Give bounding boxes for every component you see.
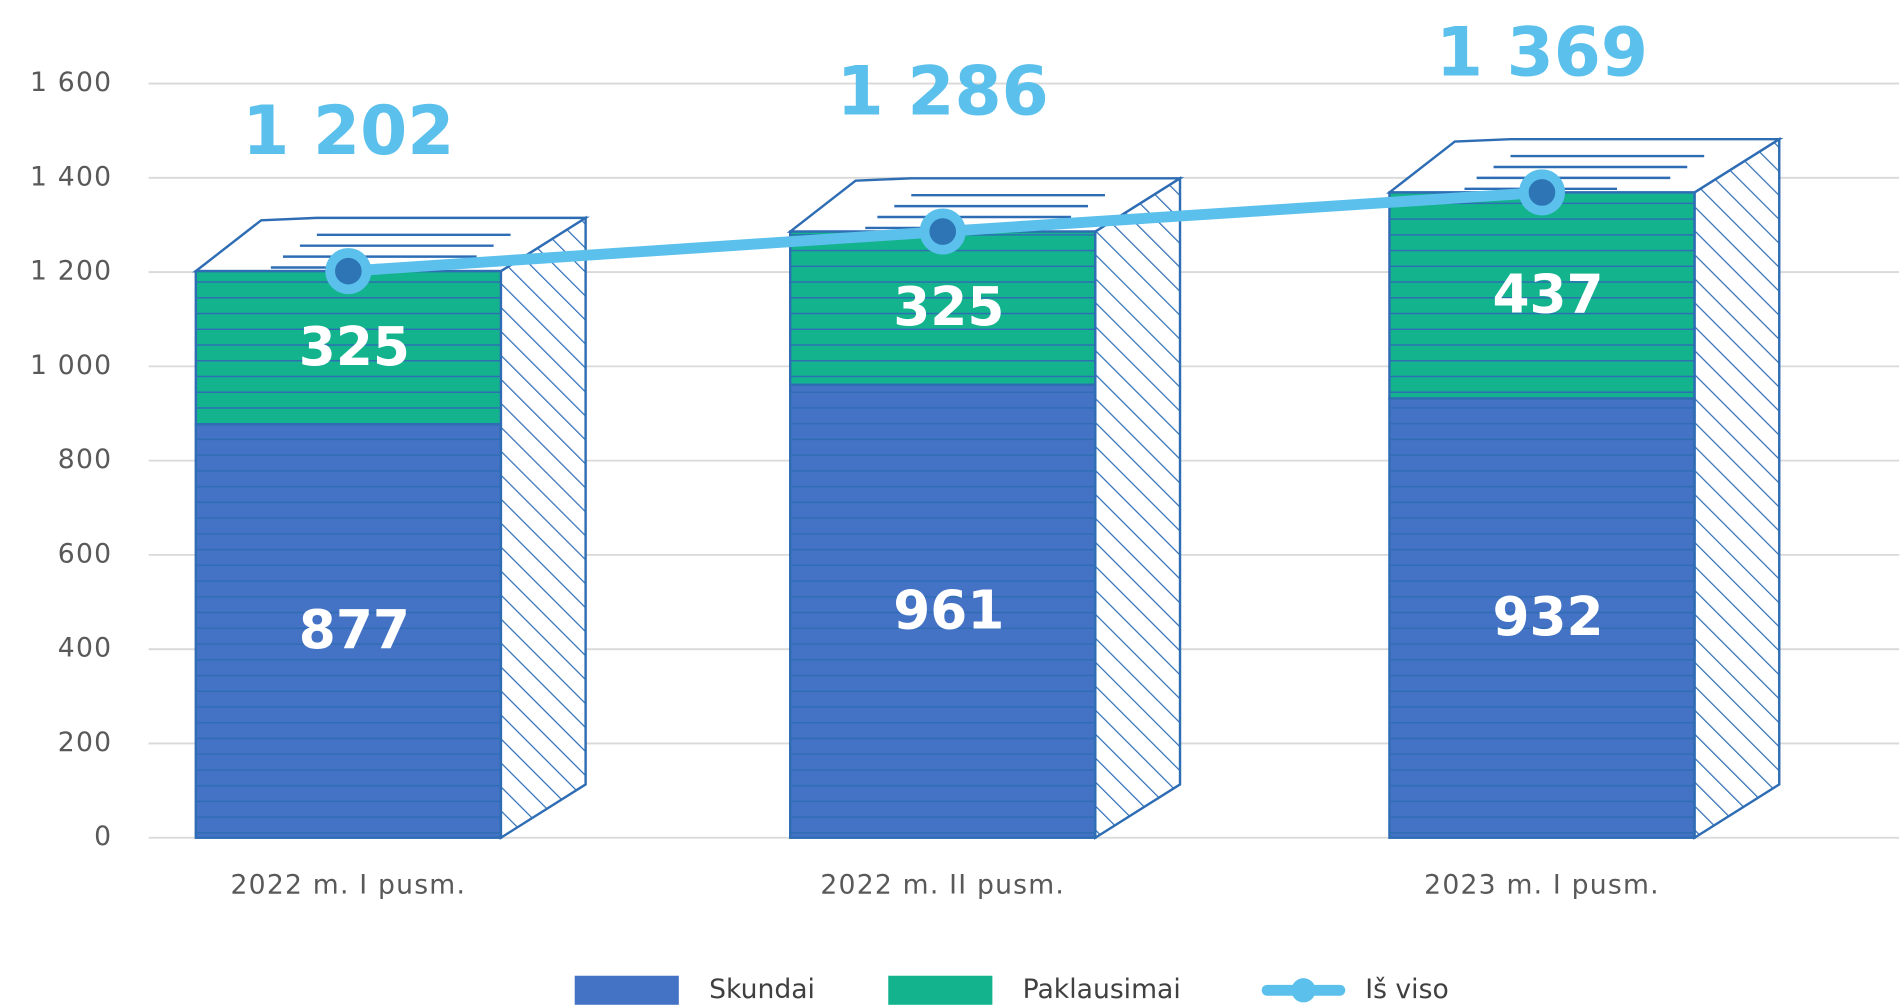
bar-value-label: 437 [1492,263,1603,325]
bar-side [1095,178,1180,837]
x-tick-label: 2022 m. I pusm. [231,870,467,901]
legend-label: Iš viso [1365,974,1449,1005]
total-label: 1 369 [1436,12,1648,91]
y-tick-label: 1 400 [30,161,112,192]
bar-value-label: 877 [299,599,410,661]
y-tick-label: 800 [58,444,112,475]
y-tick-label: 600 [58,538,112,569]
total-label: 1 286 [837,52,1049,131]
total-marker [925,213,961,249]
y-tick-label: 1 200 [30,256,112,287]
legend-swatch [888,976,992,1005]
y-tick-label: 0 [94,821,112,852]
y-tick-label: 200 [58,727,112,758]
bar-side [1695,139,1780,838]
bar-value-label: 932 [1492,586,1603,648]
x-tick-label: 2023 m. I pusm. [1424,870,1660,901]
x-tick-label: 2022 m. II pusm. [820,870,1065,901]
legend-label: Skundai [709,974,815,1005]
legend-marker [1291,978,1315,1002]
total-marker [330,253,366,289]
bar-side [501,218,586,838]
bar-value-label: 325 [893,276,1004,338]
y-tick-label: 1 600 [30,67,112,98]
y-tick-label: 1 000 [30,350,112,381]
total-marker [1524,174,1560,210]
y-tick-label: 400 [58,633,112,664]
chart: 0 200 400 600 800 1 000 1 200 1 400 1 600 877 325 2… [0,0,1900,1006]
legend-label: Paklausimai [1023,974,1181,1005]
bar-value-label: 325 [299,316,410,378]
total-label: 1 202 [242,91,454,170]
page: 0 200 400 600 800 1 000 1 200 1 400 1 600 877 325 2… [0,0,1900,1006]
legend-swatch [575,976,679,1005]
bar-value-label: 961 [893,579,1004,641]
